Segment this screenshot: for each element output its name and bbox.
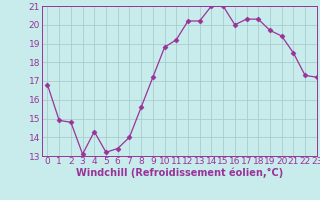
X-axis label: Windchill (Refroidissement éolien,°C): Windchill (Refroidissement éolien,°C) (76, 168, 283, 178)
